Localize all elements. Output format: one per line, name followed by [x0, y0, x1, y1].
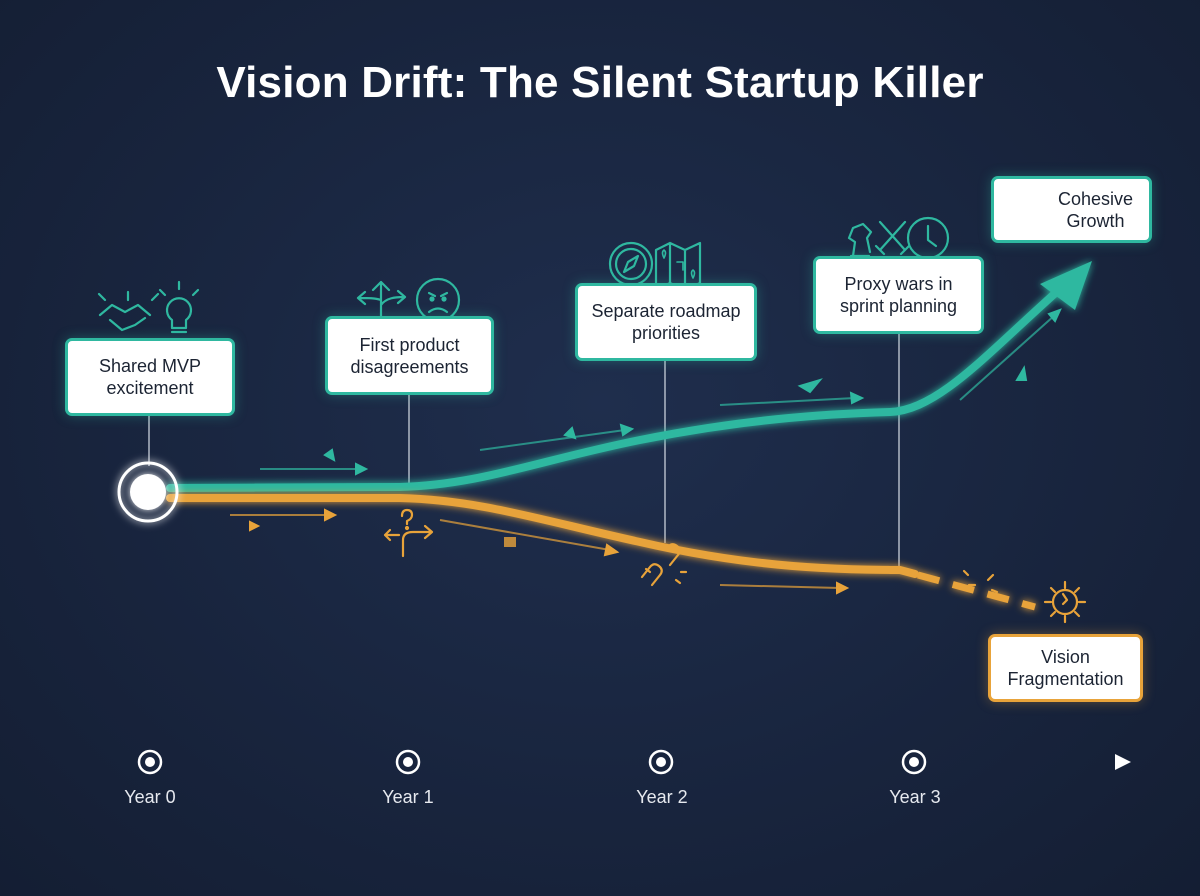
aligned-path: [166, 276, 1074, 492]
outcome-label: Vision Fragmentation: [1007, 647, 1124, 689]
milestone-label: Proxy wars in sprint planning: [839, 274, 958, 316]
outcome-label: Cohesive Growth: [1057, 188, 1134, 231]
frown-face-icon: [415, 277, 461, 323]
milestone-label: First product disagreements: [350, 334, 469, 377]
timeline-label-year-3: Year 3: [889, 787, 941, 807]
outcome-box-vision-fragmentation: Vision Fragmentation: [988, 634, 1143, 702]
broken-link-icon: [640, 543, 688, 587]
timeline-label-year-2: Year 2: [636, 787, 688, 807]
milestone-label: Shared MVP excitement: [98, 356, 202, 398]
milestone-box-proxy-wars: Proxy wars in sprint planning: [813, 256, 984, 334]
broken-gear-icon: [1043, 580, 1087, 624]
lightbulb-icon: [158, 280, 200, 334]
drift-path: [166, 494, 919, 578]
timeline-label-year-1: Year 1: [382, 787, 434, 807]
timeline-label-year-0: Year 0: [124, 787, 176, 807]
milestone-label: Separate roadmap priorities: [591, 301, 741, 343]
timeline-markers: [137, 749, 927, 775]
drift-path-broken: [917, 571, 1036, 611]
milestone-box-separate-roadmap: Separate roadmap priorities: [575, 283, 757, 361]
spark-icon: [962, 569, 999, 594]
timeline-axis: [140, 754, 1131, 770]
start-node: [117, 461, 179, 523]
clock-icon: [906, 216, 950, 260]
diverging-arrows-icon: [356, 280, 407, 324]
motion-arrows-aligned: [260, 308, 1062, 476]
milestone-box-first-disagreements: First product disagreements: [325, 316, 494, 395]
crossed-swords-icon: [874, 220, 911, 256]
compass-icon: [608, 241, 654, 287]
page-title: Vision Drift: The Silent Startup Killer: [216, 58, 984, 107]
connector-lines: [148, 333, 900, 570]
outcome-box-cohesive-growth: Cohesive Growth: [991, 176, 1152, 243]
aligned-arrowhead: [1040, 261, 1092, 310]
motion-arrows-drift: [230, 508, 850, 595]
handshake-icon: [97, 290, 160, 332]
milestone-box-shared-mvp: Shared MVP excitement: [65, 338, 235, 416]
question-route-icon: [383, 508, 434, 558]
